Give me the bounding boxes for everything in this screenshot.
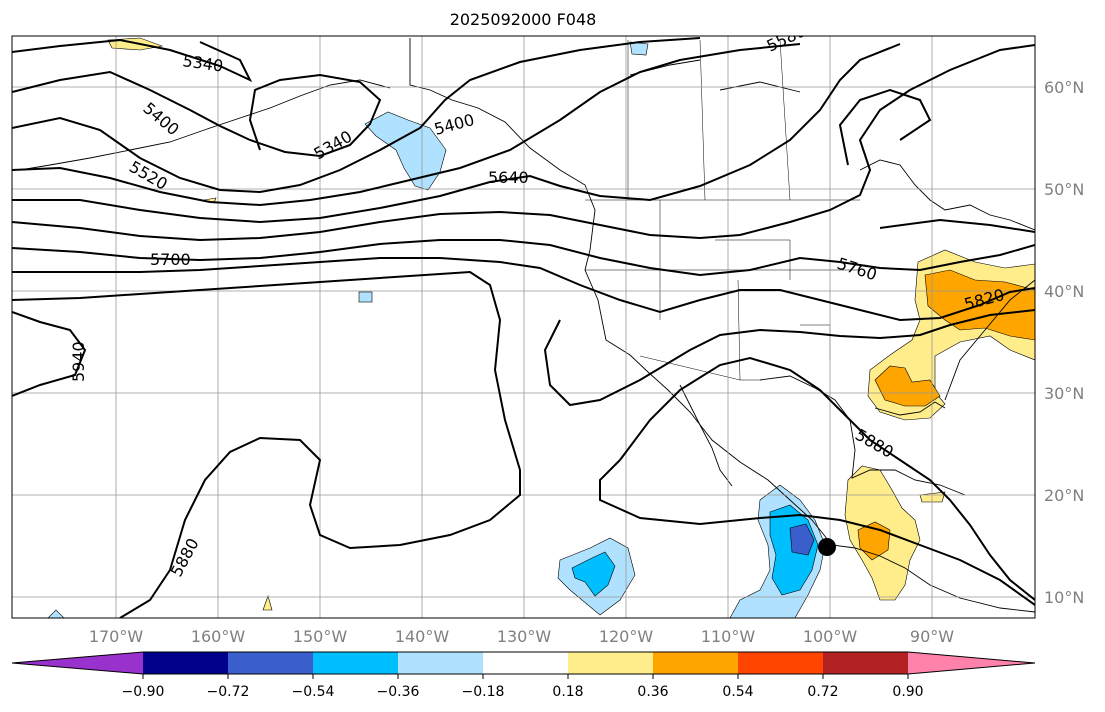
map-title: 2025092000 F048 xyxy=(449,10,597,29)
contour-line xyxy=(12,270,521,618)
negative-anomaly-area xyxy=(571,551,616,597)
contour-line xyxy=(879,218,1035,233)
state-border xyxy=(737,279,741,381)
contour-line xyxy=(12,311,87,397)
latitude-label: 10°N xyxy=(1044,588,1084,607)
colorbar-tick-label: −0.72 xyxy=(207,684,250,700)
contour-line xyxy=(12,44,1035,242)
colorbar-segment xyxy=(568,652,653,674)
aleutian-chain xyxy=(19,79,391,171)
latitude-label: 40°N xyxy=(1044,282,1084,301)
longitude-label: 110°W xyxy=(701,627,756,646)
gulf-coast xyxy=(874,401,946,416)
baja-peninsula xyxy=(679,384,733,487)
negative-anomaly-area xyxy=(789,523,815,556)
contour-line xyxy=(12,70,382,158)
negative-anomaly-area xyxy=(358,291,373,303)
graticule xyxy=(12,36,1035,618)
colorbar-tick-label: −0.90 xyxy=(122,684,165,700)
longitude-label: 150°W xyxy=(293,627,348,646)
negative-anomaly-area xyxy=(629,41,649,56)
colorbar-segment xyxy=(398,652,483,674)
longitude-labels: 170°W 160°W 150°W 140°W 130°W 120°W 110°… xyxy=(89,627,954,646)
longitude-label: 170°W xyxy=(89,627,144,646)
longitude-label: 120°W xyxy=(599,627,654,646)
colorbar-segment xyxy=(483,652,568,674)
colorbar-segment xyxy=(228,652,313,674)
negative-anomaly-area xyxy=(364,111,447,191)
positive-anomaly-area xyxy=(262,595,273,611)
colorbar-segment xyxy=(653,652,738,674)
colorbar: −0.90 −0.72 −0.54 −0.36 −0.18 0.18 0.36 0.54 0.7… xyxy=(11,651,1036,700)
colorbar-tick-label: 0.36 xyxy=(637,684,668,700)
colorbar-extend-high xyxy=(908,652,1035,674)
colorbar-tick-label: −0.18 xyxy=(462,684,505,700)
contour-line xyxy=(12,239,1035,277)
latitude-label: 30°N xyxy=(1044,384,1084,403)
colorbar-tick-label: 0.18 xyxy=(552,684,583,700)
state-border xyxy=(715,239,791,280)
colorbar-segment xyxy=(143,652,228,674)
colorbar-tick-label: 0.54 xyxy=(722,684,753,700)
storm-center-marker xyxy=(818,538,836,556)
colorbar-segment xyxy=(738,652,823,674)
province-border xyxy=(699,39,706,201)
contour-line xyxy=(12,257,1035,322)
west-coast xyxy=(409,38,1035,613)
gulf-coast xyxy=(759,375,966,496)
contour-label: 5700 xyxy=(150,250,191,269)
longitude-label: 100°W xyxy=(803,627,858,646)
negative-anomaly-area xyxy=(47,609,65,618)
latitude-label: 20°N xyxy=(1044,486,1084,505)
positive-anomaly-area xyxy=(919,491,946,503)
height-contours xyxy=(12,37,1035,618)
colorbar-tick-label: 0.72 xyxy=(807,684,838,700)
contour-line xyxy=(12,43,901,224)
borders xyxy=(585,39,860,381)
contour-label: 5940 xyxy=(69,341,88,382)
latitude-label: 50°N xyxy=(1044,180,1084,199)
contour-line xyxy=(599,459,1035,606)
us-mexico-border xyxy=(639,355,760,381)
colorbar-segment xyxy=(313,652,398,674)
hudson-bay-coast xyxy=(859,159,1035,231)
contour-line xyxy=(619,356,1035,601)
contour-line xyxy=(12,38,253,83)
colorbar-extend-low xyxy=(12,652,143,674)
contour-line xyxy=(12,37,701,194)
atlantic-coast xyxy=(944,279,1035,401)
longitude-label: 160°W xyxy=(191,627,246,646)
latitude-label: 60°N xyxy=(1044,78,1084,97)
longitude-label: 90°W xyxy=(910,627,954,646)
coastlines xyxy=(19,38,1035,613)
contour-line xyxy=(12,43,801,207)
colorbar-tick-label: −0.54 xyxy=(292,684,335,700)
latitude-labels: 60°N 50°N 40°N 30°N 20°N 10°N xyxy=(1044,78,1084,607)
contour-line xyxy=(543,309,1035,407)
colorbar-segment xyxy=(823,652,908,674)
contour-line xyxy=(838,88,932,166)
longitude-label: 130°W xyxy=(497,627,552,646)
longitude-label: 140°W xyxy=(395,627,450,646)
province-border xyxy=(779,39,791,201)
map-frame xyxy=(11,35,1036,619)
positive-anomaly-area xyxy=(874,365,941,407)
contour-label: 5640 xyxy=(488,168,529,187)
colorbar-tick-label: −0.36 xyxy=(377,684,420,700)
colorbar-tick-label: 0.90 xyxy=(892,684,923,700)
